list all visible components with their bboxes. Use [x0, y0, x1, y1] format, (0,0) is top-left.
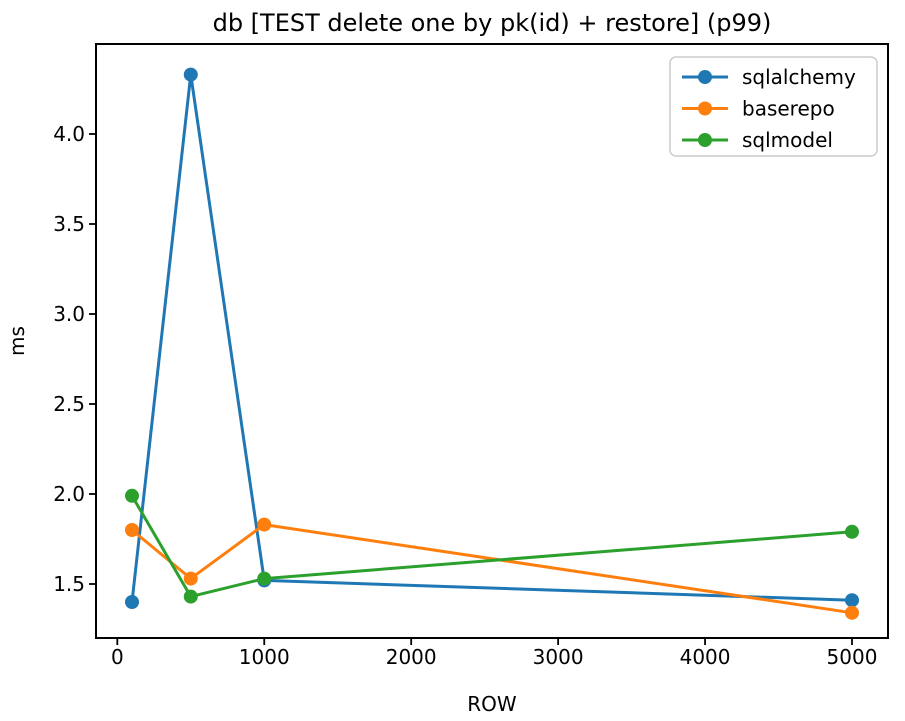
x-tick-label: 5000 — [827, 645, 878, 669]
y-tick-label: 1.5 — [53, 572, 85, 596]
data-point-sqlalchemy — [845, 593, 859, 608]
y-tick-label: 4.0 — [53, 122, 85, 146]
series-line-baserepo — [130, 523, 854, 615]
y-axis-label: ms — [5, 326, 29, 356]
chart-title: db [TEST delete one by pk(id) + restore]… — [213, 9, 772, 37]
series-line-sqlmodel — [130, 494, 854, 599]
x-tick-label: 4000 — [680, 645, 731, 669]
series-line-sqlalchemy — [130, 73, 854, 604]
x-tick-label: 3000 — [533, 645, 584, 669]
y-tick-label: 3.5 — [53, 212, 85, 236]
data-point-sqlmodel — [257, 571, 272, 586]
legend-label-sqlmodel: sqlmodel — [742, 128, 833, 152]
data-point-baserepo — [845, 605, 859, 620]
legend-box — [669, 56, 878, 157]
data-point-baserepo — [125, 523, 139, 537]
data-point-sqlalchemy — [183, 67, 198, 82]
plot-frame — [95, 43, 889, 639]
data-point-sqlalchemy — [125, 595, 139, 609]
x-tick-label: 1000 — [239, 645, 290, 669]
legend-marker-sqlmodel — [698, 133, 712, 147]
x-tick-label: 2000 — [386, 645, 437, 669]
x-tick-label: 0 — [111, 645, 124, 669]
data-point-sqlmodel — [125, 488, 139, 503]
legend-marker-baserepo — [698, 101, 712, 116]
legend-label-sqlalchemy: sqlalchemy — [742, 65, 856, 89]
data-point-baserepo — [257, 517, 272, 532]
data-point-sqlmodel — [845, 524, 859, 539]
plot-render-layer: 0 1000 2000 3000 4000 5000 1.5 2.0 2.5 3.0 3.5 4.0 s… — [53, 43, 889, 669]
x-axis-label: ROW — [467, 692, 517, 716]
y-tick-label: 2.5 — [53, 392, 85, 416]
y-tick-label: 2.0 — [53, 482, 85, 506]
legend-marker-sqlalchemy — [698, 70, 712, 84]
data-point-sqlmodel — [183, 589, 198, 604]
y-tick-label: 3.0 — [53, 302, 85, 326]
legend-label-baserepo: baserepo — [742, 97, 835, 121]
data-point-baserepo — [183, 571, 198, 586]
